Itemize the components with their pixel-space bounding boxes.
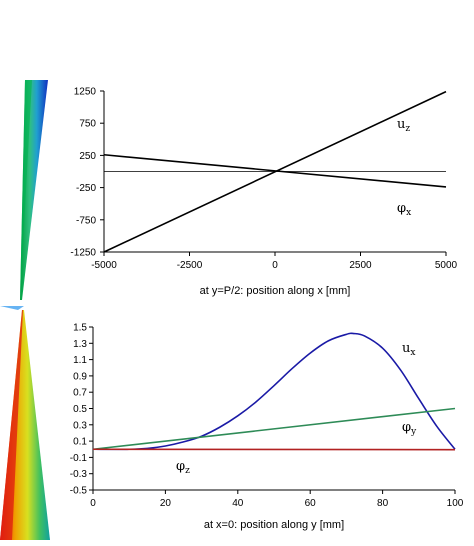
y-tick-label: 250 bbox=[79, 151, 96, 162]
series-label-u-z: uz bbox=[397, 117, 410, 134]
y-tick-label: 0.9 bbox=[73, 371, 87, 382]
x-tick-label: 40 bbox=[232, 498, 244, 509]
y-tick-label: 1.5 bbox=[73, 323, 87, 334]
y-tick-label: -750 bbox=[76, 215, 96, 226]
x-tick-label: -5000 bbox=[91, 260, 117, 271]
x-tick-label: 60 bbox=[305, 498, 317, 509]
beam-contour-top-overlay bbox=[20, 80, 32, 300]
y-tick-label: 0.7 bbox=[73, 388, 87, 399]
x-tick-label: 5000 bbox=[435, 260, 458, 271]
chart-bottom: 1.5 1.3 1.1 0.9 0.7 0.5 0.3 0.1 -0.1 -0.3 -0.50 20 4… bbox=[70, 323, 464, 532]
y-tick-label: -250 bbox=[76, 183, 96, 194]
series-line-u-x bbox=[92, 332, 456, 451]
y-tick-label: 0.1 bbox=[73, 437, 87, 448]
y-tick-label: -0.3 bbox=[70, 469, 88, 480]
series-line-phi-x bbox=[103, 153, 447, 188]
beam-contour-image bbox=[0, 80, 50, 540]
series-label-phi-y: φy bbox=[402, 420, 417, 437]
series-line-phi-y bbox=[92, 407, 456, 451]
x-axis-label: at x=0: position along y [mm] bbox=[204, 519, 344, 531]
y-tick-label: 0.3 bbox=[73, 420, 87, 431]
y-tick-label: 750 bbox=[79, 119, 96, 130]
x-tick-label: 0 bbox=[90, 498, 96, 509]
y-tick-label: 1.1 bbox=[73, 355, 87, 366]
y-tick-label: 0.5 bbox=[73, 404, 87, 415]
y-tick-label: -0.5 bbox=[70, 486, 88, 497]
series-label-phi-z: φz bbox=[176, 459, 190, 476]
beam-contour-bottom-overlay bbox=[0, 310, 23, 540]
y-tick-label: 1.3 bbox=[73, 339, 87, 350]
x-tick-label: 2500 bbox=[349, 260, 372, 271]
x-tick-label: 100 bbox=[447, 498, 464, 509]
beam-midpoint-marker bbox=[0, 306, 24, 310]
series-label-u-x: ux bbox=[402, 341, 415, 358]
x-tick-label: 20 bbox=[160, 498, 172, 509]
series-label-phi-x: φx bbox=[397, 201, 411, 218]
x-axis-label: at y=P/2: position along x [mm] bbox=[200, 285, 351, 297]
y-tick-label: -1250 bbox=[70, 248, 96, 259]
y-tick-label: -0.1 bbox=[70, 453, 88, 464]
x-tick-label: 0 bbox=[272, 260, 278, 271]
y-tick-label: 1250 bbox=[74, 87, 97, 98]
x-tick-label: 80 bbox=[377, 498, 389, 509]
x-tick-label: -2500 bbox=[177, 260, 203, 271]
chart-top: 1250 750 250 -250 -750 -1250-5000 -2500 0 2500 50… bbox=[70, 87, 457, 298]
